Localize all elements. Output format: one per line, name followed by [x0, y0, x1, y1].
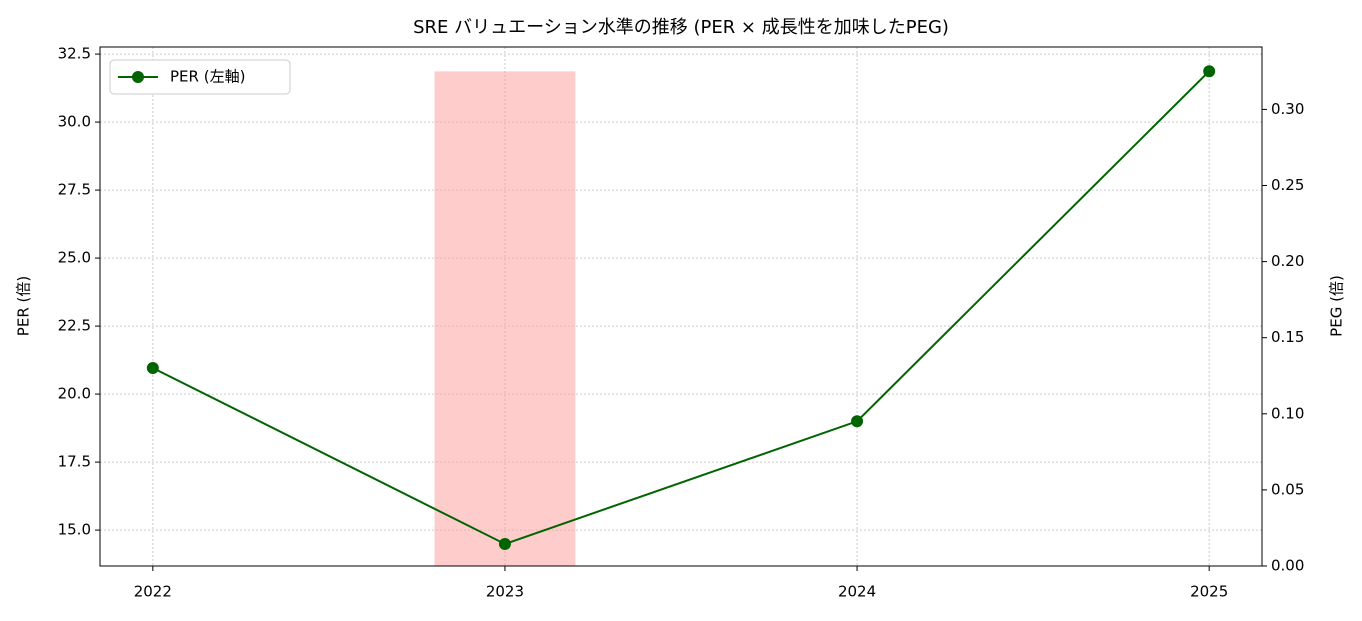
y-tick-label: 20.0	[58, 385, 91, 403]
y2-axis-label: PEG (倍)	[1328, 275, 1346, 337]
y2-tick-label: 0.15	[1271, 328, 1304, 346]
point	[1203, 65, 1216, 78]
bar	[434, 71, 576, 567]
legend-label: PER (左軸)	[170, 68, 245, 86]
y-tick-label: 17.5	[58, 453, 91, 471]
y-tick-label: 25.0	[58, 249, 91, 267]
y2-tick-label: 0.10	[1271, 404, 1304, 422]
x-tick-label: 2023	[486, 583, 524, 601]
y-tick-label: 22.5	[58, 317, 91, 335]
plot-frame	[99, 46, 1263, 567]
x-tick-label: 2024	[838, 583, 876, 601]
y-tick-label: 30.0	[58, 113, 91, 131]
chart-title: SRE バリュエーション水準の推移 (PER × 成長性を加味したPEG)	[413, 17, 949, 38]
line	[152, 70, 1210, 546]
y2-tick-label: 0.30	[1271, 100, 1304, 118]
y2-tick-label: 0.25	[1271, 176, 1304, 194]
x-tick-label: 2022	[134, 583, 172, 601]
legend-marker	[132, 71, 144, 83]
y-tick-label: 15.0	[58, 521, 91, 539]
point	[498, 537, 511, 550]
x-tick-label: 2025	[1190, 583, 1228, 601]
legend-box	[109, 59, 291, 95]
y-tick-label: 32.5	[58, 45, 91, 63]
y-axis-label: PER (倍)	[15, 276, 33, 336]
y2-tick-label: 0.05	[1271, 480, 1304, 498]
y2-tick-label: 0.00	[1271, 557, 1304, 575]
point	[146, 361, 159, 374]
y-tick-label: 27.5	[58, 181, 91, 199]
y2-tick-label: 0.20	[1271, 252, 1304, 270]
point	[851, 415, 864, 428]
legend: PER (左軸)	[109, 59, 291, 95]
